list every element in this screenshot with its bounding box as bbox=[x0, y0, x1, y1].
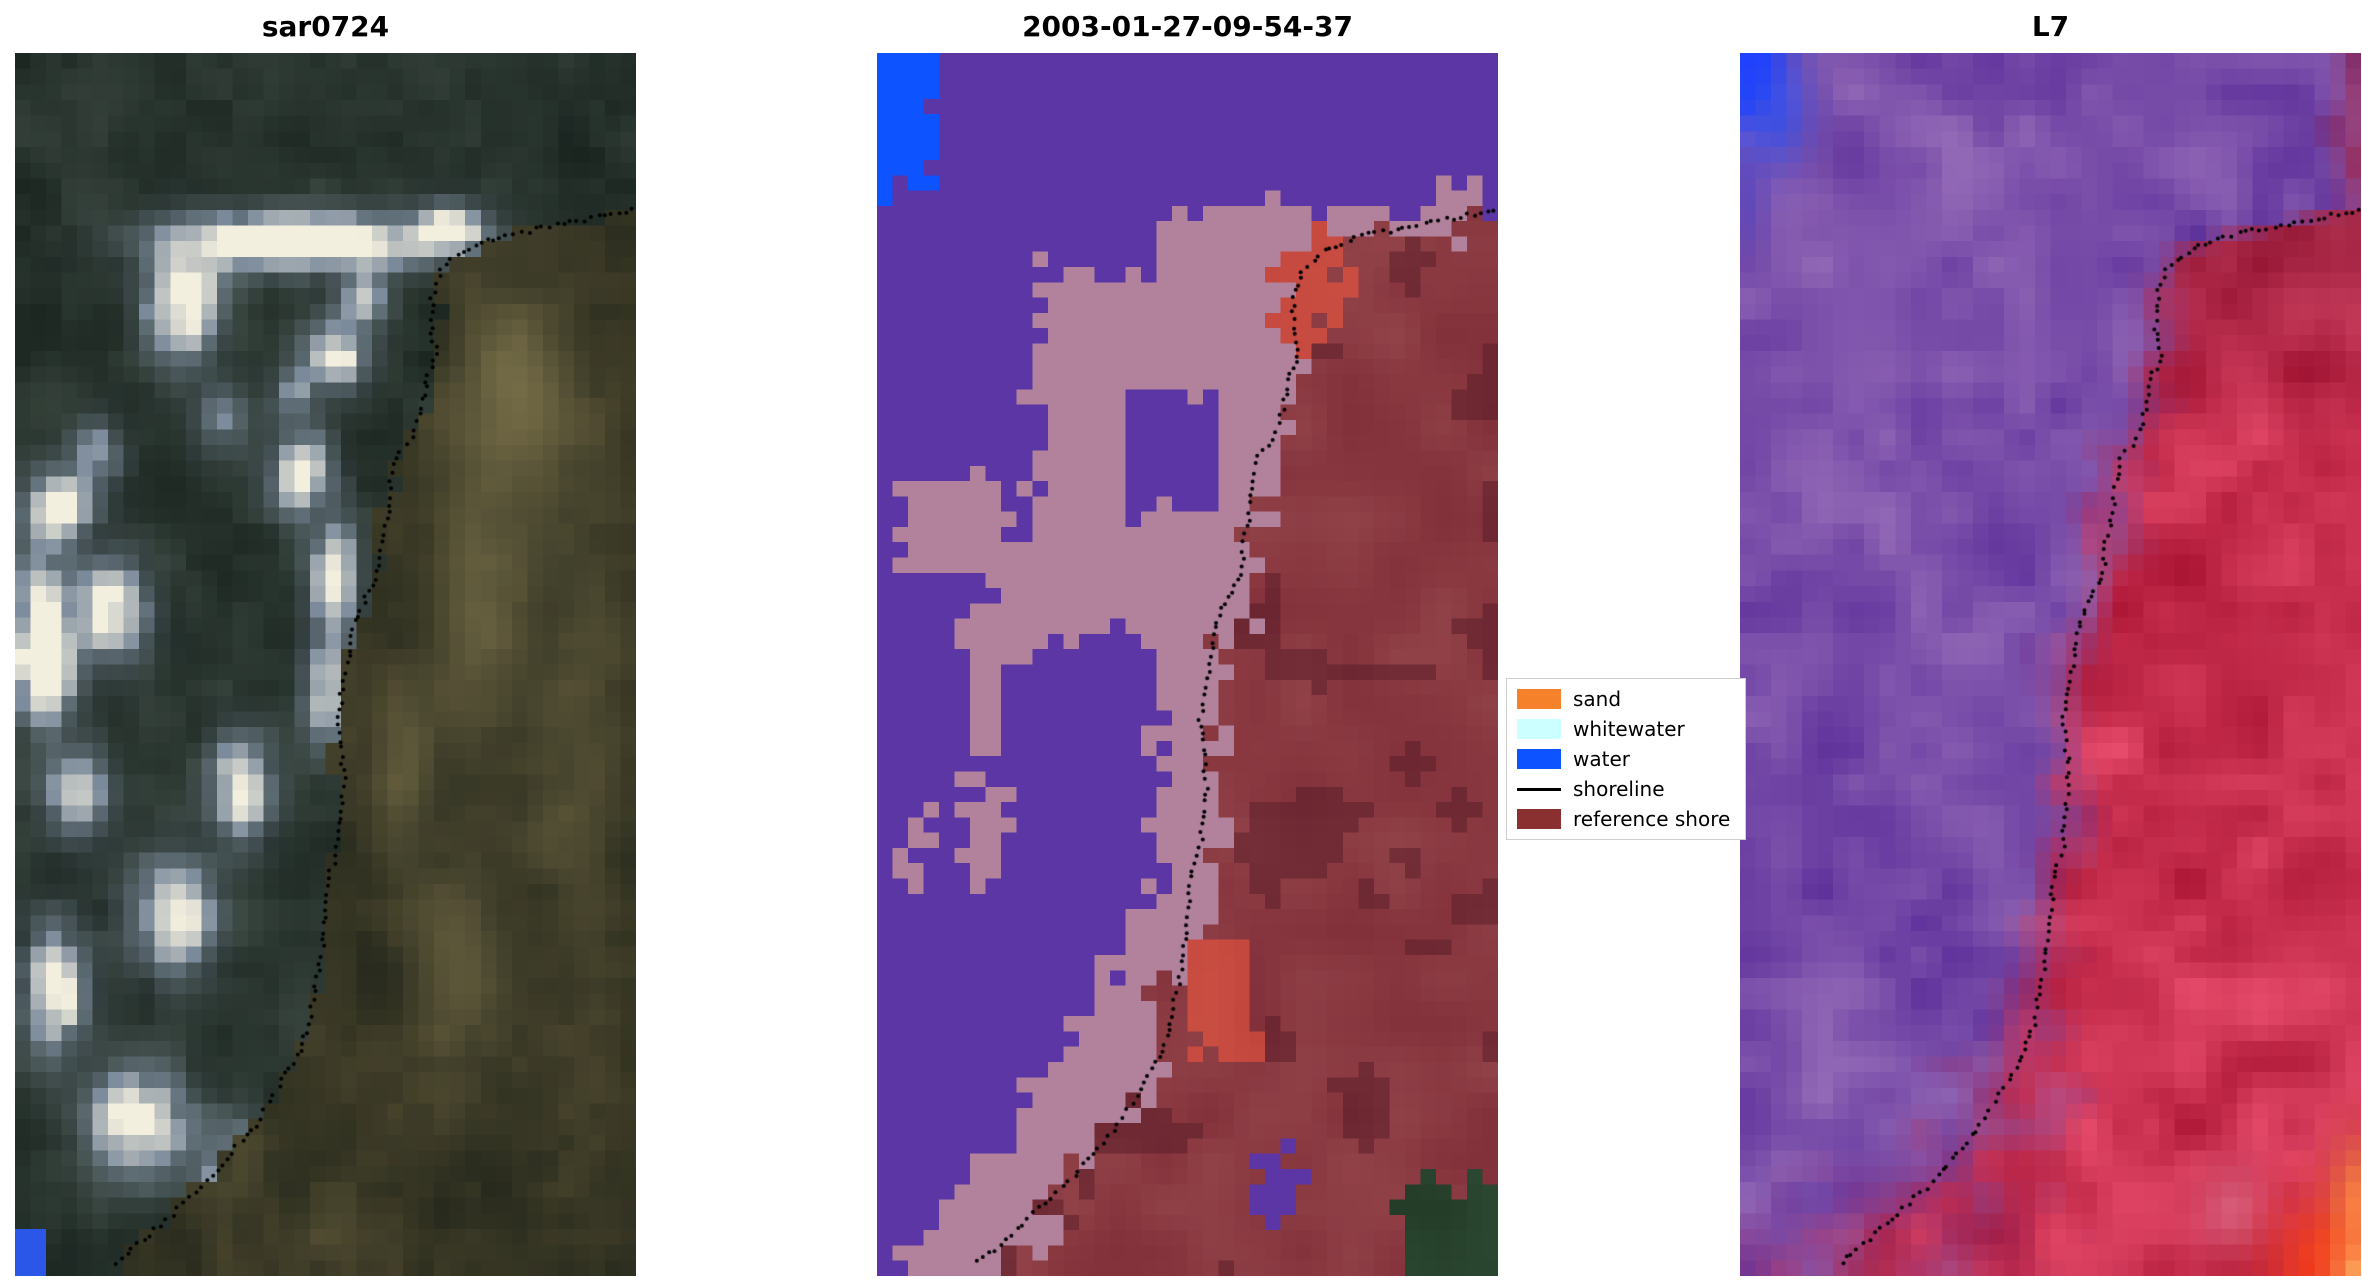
legend-item-sand: sand bbox=[1517, 687, 1735, 711]
water-swatch bbox=[1517, 749, 1561, 769]
legend-label-shoreline: shoreline bbox=[1573, 777, 1665, 801]
panel-title-l7: L7 bbox=[2031, 10, 2070, 43]
panel-title-classification: 2003-01-27-09-54-37 bbox=[1022, 10, 1353, 43]
sand-swatch bbox=[1517, 689, 1561, 709]
shoreline-swatch bbox=[1517, 787, 1561, 791]
legend-box: sand whitewater water shoreline reference sh… bbox=[1506, 678, 1746, 840]
reference-shore-swatch bbox=[1517, 809, 1561, 829]
panel-title-sar0724: sar0724 bbox=[261, 10, 390, 43]
legend-label-reference-shore: reference shore bbox=[1573, 807, 1731, 831]
legend-item-whitewater: whitewater bbox=[1517, 717, 1735, 741]
legend-label-whitewater: whitewater bbox=[1573, 717, 1685, 741]
legend-item-water: water bbox=[1517, 747, 1735, 771]
legend-label-sand: sand bbox=[1573, 687, 1622, 711]
legend-label-water: water bbox=[1573, 747, 1630, 771]
l7-shoreline-overlay bbox=[1740, 53, 2361, 1276]
sar-shoreline-overlay bbox=[15, 53, 636, 1276]
legend-item-reference-shore: reference shore bbox=[1517, 807, 1735, 831]
whitewater-swatch bbox=[1517, 719, 1561, 739]
legend-item-shoreline: shoreline bbox=[1517, 777, 1735, 801]
panel-sar0724: sar0724 bbox=[15, 10, 636, 1276]
panel-classification: 2003-01-27-09-54-37 bbox=[877, 10, 1498, 1276]
classification-shoreline-overlay bbox=[877, 53, 1498, 1276]
panel-l7: L7 bbox=[1740, 10, 2361, 1276]
